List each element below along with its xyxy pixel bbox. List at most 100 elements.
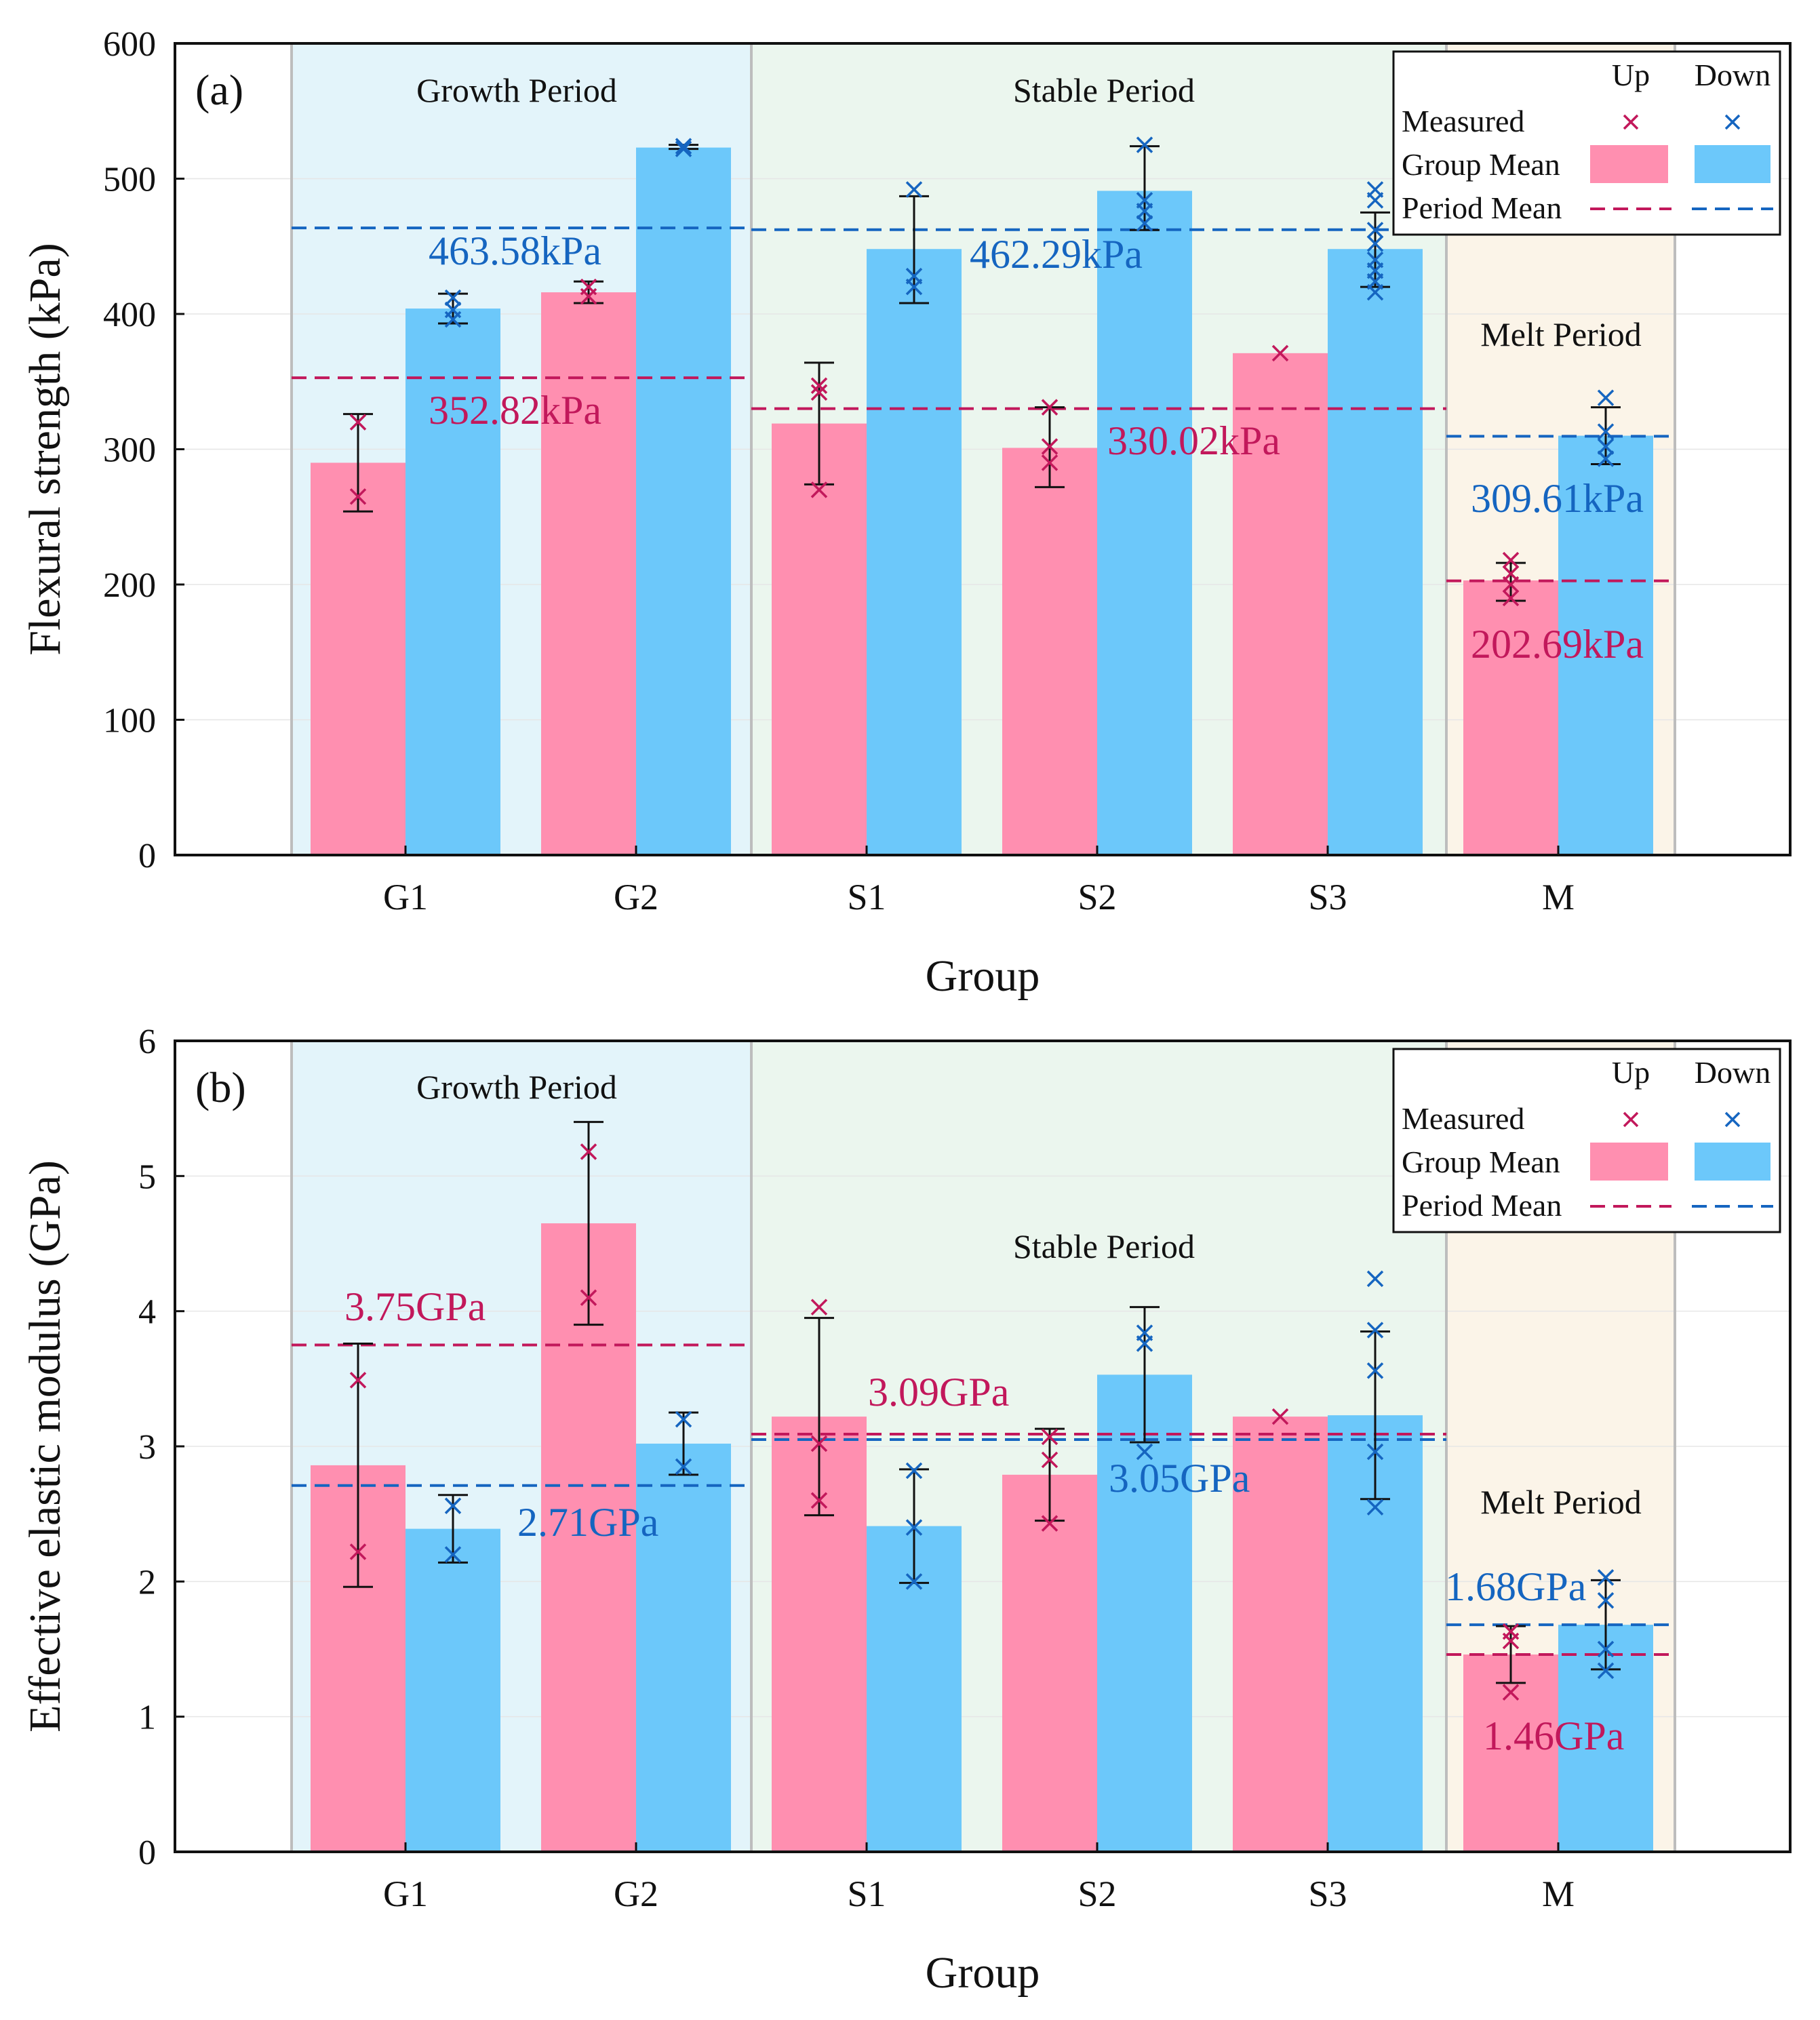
measured-point-down-b <box>675 1410 692 1428</box>
measured-point-up-b <box>1502 551 1520 569</box>
measured-point-down-b <box>1597 1569 1615 1586</box>
legend-column-down: Down <box>1695 1055 1770 1090</box>
bar-down <box>405 309 500 855</box>
x-tick-label: S2 <box>1077 1874 1116 1914</box>
bar-up <box>1233 1417 1328 1852</box>
measured-point-down-b <box>1597 1640 1615 1658</box>
y-tick-label: 600 <box>103 25 156 64</box>
period-title: Stable Period <box>1013 71 1195 109</box>
measured-point-up <box>1502 1684 1520 1701</box>
measured-point-up-b <box>1041 1515 1059 1532</box>
measured-point-up <box>810 384 828 401</box>
measured-point-up-b <box>1041 399 1059 416</box>
measured-point-down <box>1597 1592 1615 1609</box>
x-tick-label: S2 <box>1077 877 1116 917</box>
measured-point-up <box>1041 1451 1059 1469</box>
period-mean-label: 352.82kPa <box>429 388 601 433</box>
measured-point-down <box>444 1497 462 1514</box>
period-mean-label: 1.46GPa <box>1483 1714 1624 1758</box>
measured-point-down-b <box>905 1462 923 1480</box>
measured-point-down <box>905 1519 923 1536</box>
measured-point-down <box>1136 136 1153 153</box>
measured-point-up-b <box>1041 438 1059 455</box>
measured-point-up-b <box>1502 1684 1520 1701</box>
x-tick-label: G2 <box>614 1874 658 1914</box>
period-mean-label: 463.58kPa <box>429 229 601 273</box>
legend-column-up: Up <box>1612 1055 1650 1090</box>
measured-point-down <box>675 138 692 155</box>
measured-point-down-b <box>1366 251 1384 269</box>
bar-down <box>636 147 731 856</box>
y-axis-title: Effective elastic modulus (GPa) <box>20 1160 70 1732</box>
period-mean-label: 309.61kPa <box>1471 476 1644 521</box>
bar-up <box>1233 353 1328 855</box>
measured-point-down-b <box>1136 1324 1153 1341</box>
x-tick-label: G1 <box>383 1874 428 1914</box>
y-axis-title: Flexural strength (kPa) <box>20 243 70 656</box>
measured-point-down-b <box>1597 438 1615 455</box>
period-mean-label: 2.71GPa <box>517 1500 658 1545</box>
measured-point-down <box>1366 235 1384 252</box>
y-tick-label: 5 <box>138 1157 156 1196</box>
measured-point-down-b <box>1597 423 1615 440</box>
measured-point-down <box>675 140 692 157</box>
bar-down <box>1097 191 1192 856</box>
measured-point-up <box>580 1143 597 1160</box>
measured-point-up <box>810 1435 828 1452</box>
x-tick-label: S3 <box>1308 877 1347 917</box>
measured-point-down-b <box>1366 235 1384 252</box>
measured-point-up-b <box>1502 589 1520 607</box>
measured-point-up-b <box>1271 344 1289 362</box>
measured-point-down-b <box>1597 389 1615 406</box>
period-title: Melt Period <box>1480 1483 1641 1521</box>
measured-point-up-b <box>1502 565 1520 582</box>
measured-point-down-b <box>675 140 692 157</box>
period-title: Growth Period <box>416 71 617 109</box>
panel-label: (b) <box>195 1063 246 1111</box>
measured-point-down <box>1597 389 1615 406</box>
measured-point-down <box>675 1458 692 1476</box>
x-axis-title: Group <box>926 951 1040 1001</box>
measured-point-down-b <box>1366 1443 1384 1461</box>
measured-point-up <box>1502 551 1520 569</box>
legend-row-label: Group Mean <box>1402 1145 1560 1179</box>
measured-point-up <box>810 377 828 394</box>
measured-point-up <box>1041 1515 1059 1532</box>
measured-point-up-b <box>810 1435 828 1452</box>
measured-point-down <box>905 1573 923 1590</box>
legend-group-mean-up-swatch <box>1590 1143 1668 1181</box>
measured-point-down-b <box>1136 1443 1153 1461</box>
bar-down <box>405 1528 500 1852</box>
bar-down <box>1558 435 1653 855</box>
bar-up <box>311 462 405 855</box>
measured-point-down-b <box>1366 1499 1384 1516</box>
period-title: Stable Period <box>1013 1227 1195 1265</box>
measured-point-up <box>349 1543 367 1560</box>
legend-group-mean-down-swatch <box>1695 1143 1770 1181</box>
measured-point-up-b <box>349 488 367 505</box>
bar-down <box>867 249 962 855</box>
period-mean-label: 3.09GPa <box>868 1370 1009 1414</box>
x-tick-label: S1 <box>847 877 886 917</box>
measured-point-down <box>1136 1324 1153 1341</box>
x-tick-label: S1 <box>847 1874 886 1914</box>
measured-point-up-b <box>580 278 597 296</box>
measured-point-up-b <box>1041 1451 1059 1469</box>
measured-point-down <box>905 1462 923 1480</box>
measured-point-up-b <box>810 1492 828 1509</box>
period-mean-label: 330.02kPa <box>1107 418 1280 463</box>
x-axis-title: Group <box>926 1948 1040 1998</box>
measured-point-down <box>1366 1322 1384 1339</box>
measured-point-down <box>1366 1443 1384 1461</box>
measured-point-down-b <box>905 1519 923 1536</box>
measured-point-down <box>1366 181 1384 198</box>
measured-point-up-b <box>580 1143 597 1160</box>
period-title: Growth Period <box>416 1068 617 1106</box>
legend-measured-down-icon-b <box>1724 1111 1741 1128</box>
measured-point-down-b <box>1366 1322 1384 1339</box>
legend-box <box>1392 1048 1781 1233</box>
period-mean-label: 202.69kPa <box>1471 622 1644 667</box>
measured-point-down <box>1597 1662 1615 1680</box>
measured-point-up <box>1502 1623 1520 1640</box>
